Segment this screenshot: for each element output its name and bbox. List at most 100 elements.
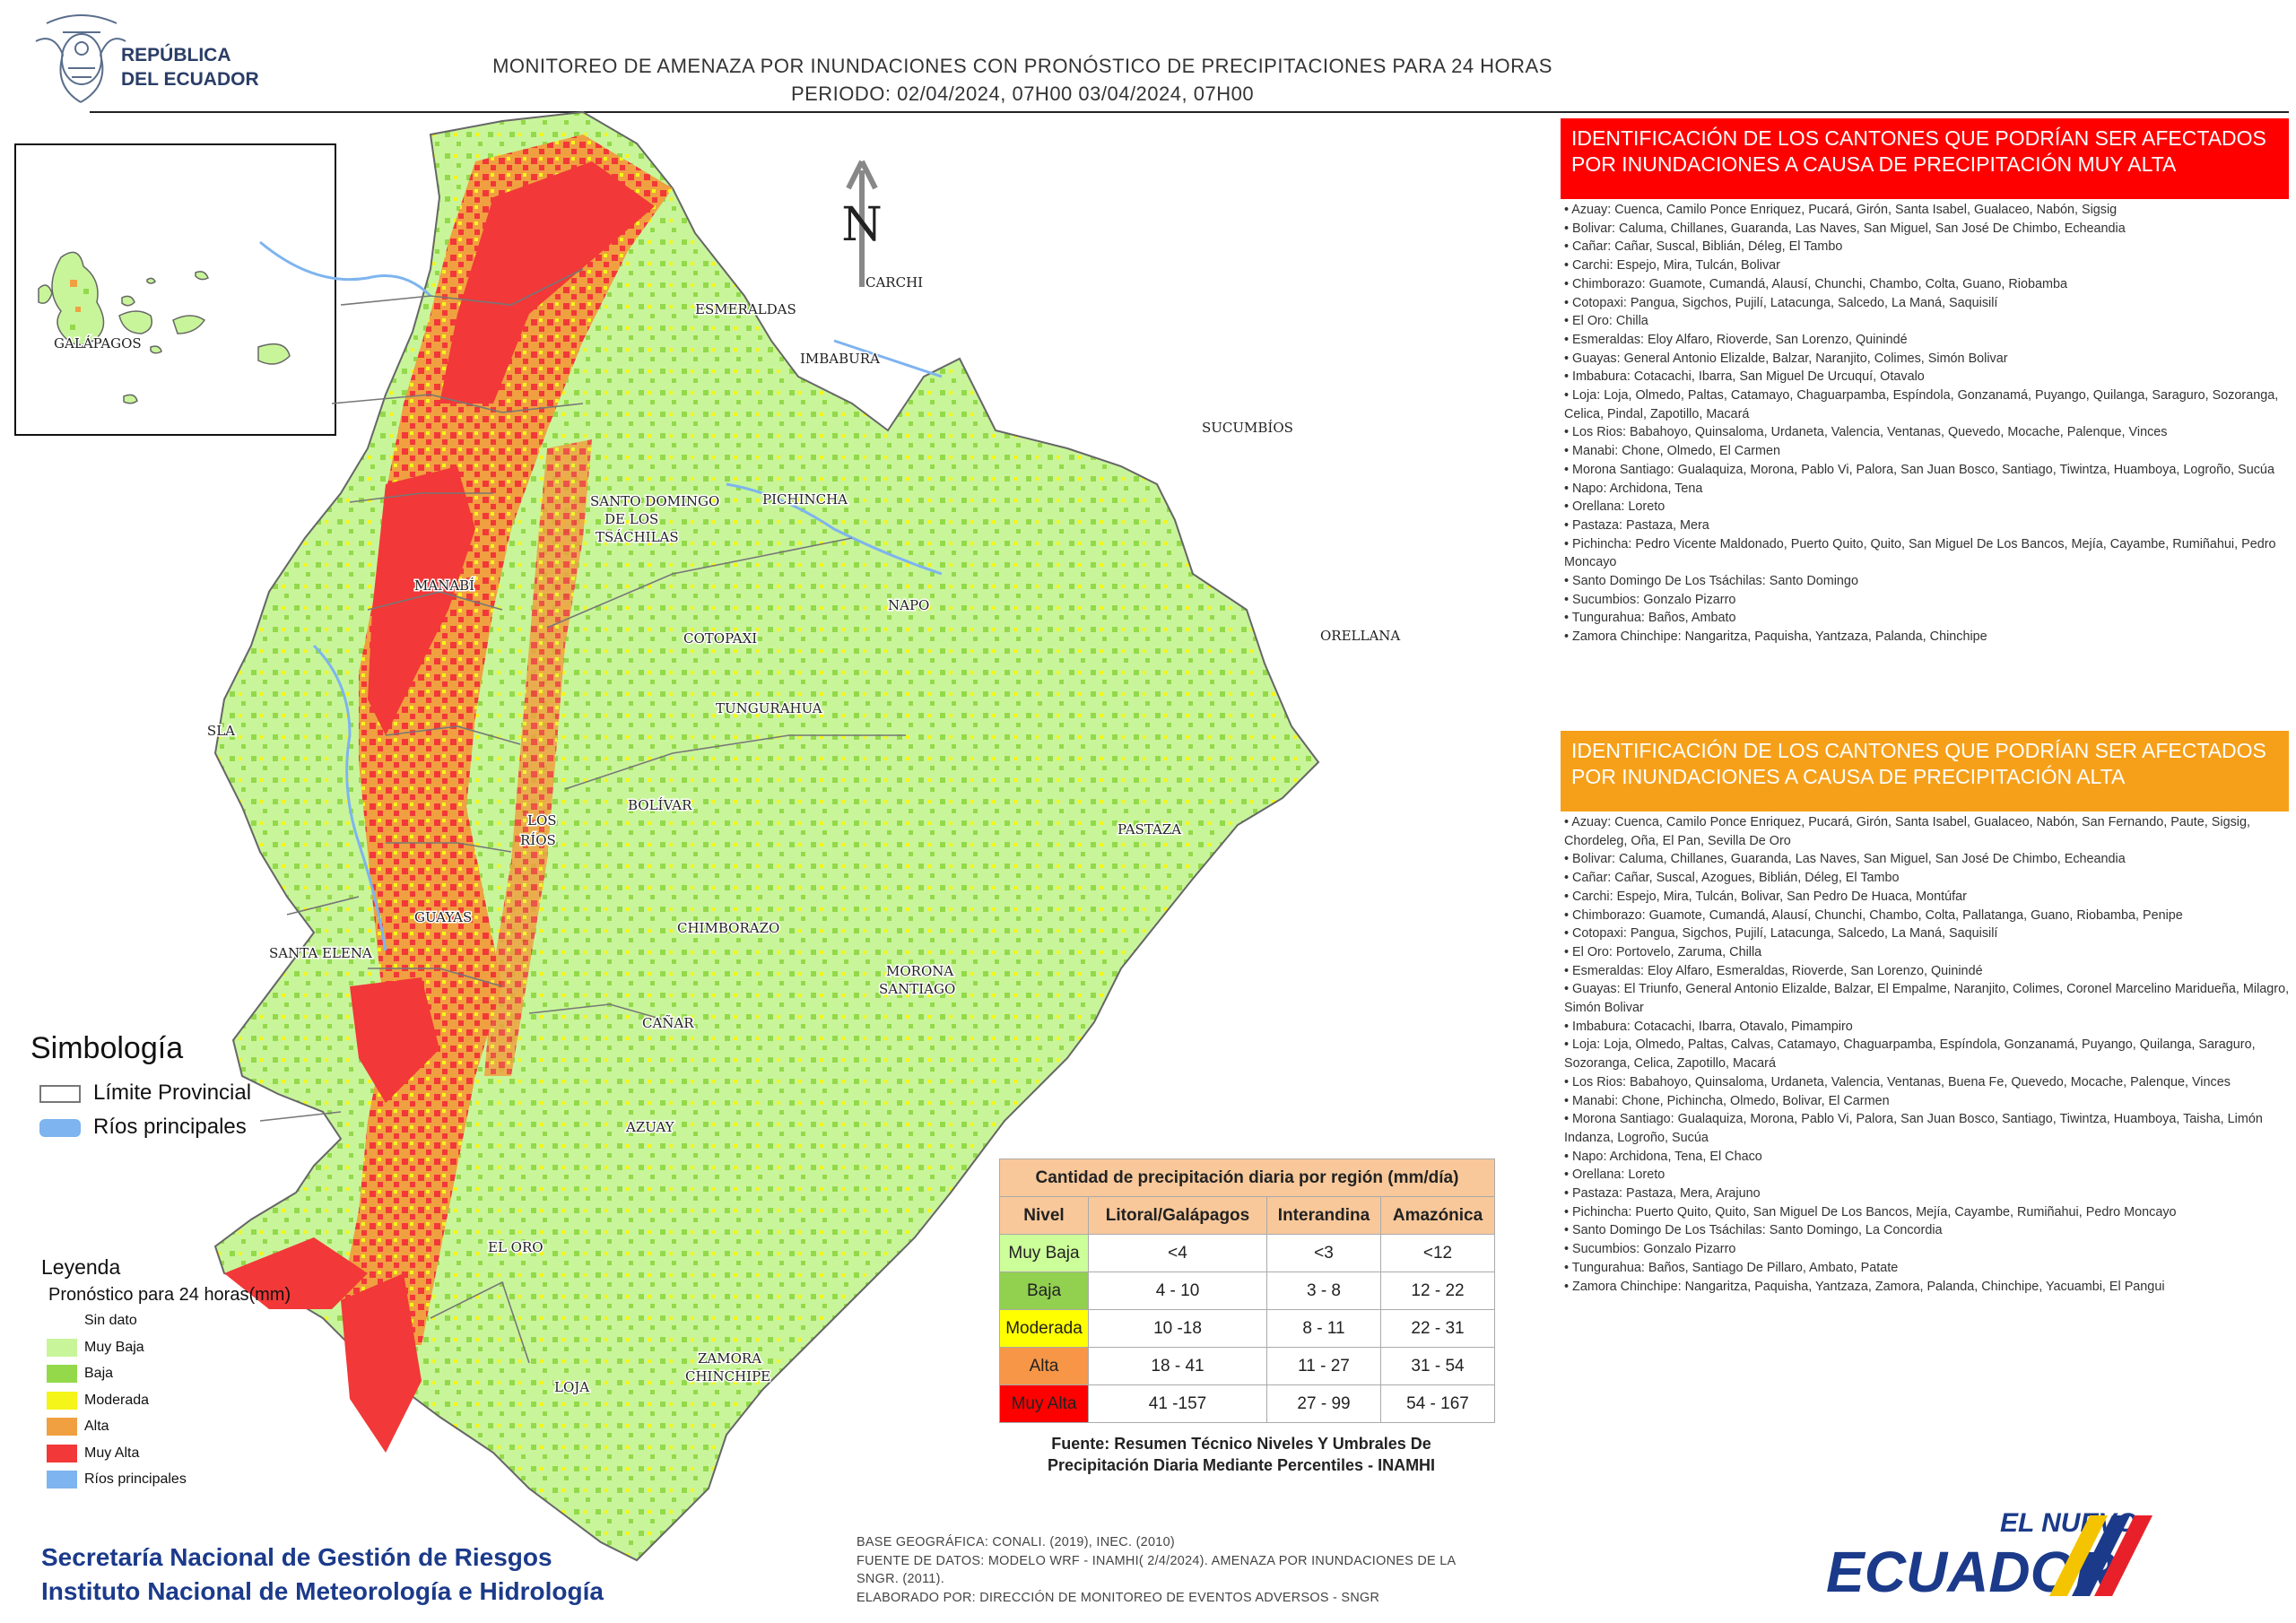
leyenda-item: Baja bbox=[47, 1365, 113, 1384]
canton-item: • Bolivar: Caluma, Chillanes, Guaranda, … bbox=[1564, 852, 2126, 867]
canton-item: • Tungurahua: Baños, Santiago De Pillaro… bbox=[1564, 1260, 1899, 1275]
label-cotopaxi: COTOPAXI bbox=[683, 630, 757, 647]
label-zamora: ZAMORA bbox=[698, 1350, 761, 1367]
leyenda-label: Muy Baja bbox=[84, 1339, 144, 1355]
map-title: MONITOREO DE AMENAZA POR INUNDACIONES CO… bbox=[492, 55, 1552, 77]
canton-item: • Sucumbios: Gonzalo Pizarro bbox=[1564, 1242, 1736, 1257]
canton-item: • Napo: Archidona, Tena, El Chaco bbox=[1564, 1149, 1762, 1164]
leyenda-label: Sin dato bbox=[84, 1313, 137, 1329]
canton-item: • Imbabura: Cotacachi, Ibarra, San Migue… bbox=[1564, 369, 1925, 385]
label-pastaza: PASTAZA bbox=[1118, 821, 1181, 838]
label-santo-domingo-1: SANTO DOMINGO bbox=[590, 493, 719, 509]
muy-alta-core-south bbox=[350, 977, 439, 1103]
galapagos-label: GALÁPAGOS bbox=[54, 335, 142, 352]
main-rivers bbox=[259, 240, 943, 951]
leyenda-item: Moderada bbox=[47, 1391, 149, 1411]
canton-item: • Pichincha: Pedro Vicente Maldonado, Pu… bbox=[1564, 536, 2276, 570]
label-orellana: ORELLANA bbox=[1320, 628, 1400, 644]
table-cell-value: 41 -157 bbox=[1088, 1384, 1267, 1423]
canton-item: • Santo Domingo De Los Tsáchilas: Santo … bbox=[1564, 1223, 1943, 1238]
leyenda-swatch bbox=[47, 1338, 77, 1357]
muy-alta-core-north bbox=[439, 161, 655, 404]
canton-item: • Carchi: Espejo, Mira, Tulcán, Bolivar,… bbox=[1564, 889, 1967, 904]
north-label: N bbox=[841, 198, 883, 252]
label-santo-domingo-2: DE LOS bbox=[604, 511, 658, 527]
muy-alta-panel-header: IDENTIFICACIÓN DE LOS CANTONES QUE PODRÍ… bbox=[1561, 118, 2289, 199]
label-rios-2: RÍOS bbox=[520, 832, 556, 848]
precipitation-thresholds-table: Cantidad de precipitación diaria por reg… bbox=[999, 1159, 1495, 1423]
label-santa-elena: SANTA ELENA bbox=[269, 945, 372, 961]
table-title: Cantidad de precipitación diaria por reg… bbox=[999, 1159, 1495, 1197]
canton-item: • Santo Domingo De Los Tsáchilas: Santo … bbox=[1564, 574, 1858, 589]
leyenda-item: Ríos principales bbox=[47, 1471, 187, 1490]
province-labels: ESMERALDAS CARCHI IMBABURA SUCUMBÍOS SAN… bbox=[206, 273, 1402, 1397]
canton-item: • Manabi: Chone, Olmedo, El Carmen bbox=[1564, 444, 1780, 459]
canton-item: • Zamora Chinchipe: Nangaritza, Paquisha… bbox=[1564, 629, 1987, 645]
logo-line-1: REPÚBLICA bbox=[121, 45, 231, 65]
table-cell-value: 18 - 41 bbox=[1088, 1347, 1267, 1385]
republica-del-ecuador-text: REPÚBLICA DEL ECUADOR bbox=[121, 43, 259, 91]
canton-item: • Orellana: Loreto bbox=[1564, 1167, 1665, 1183]
canton-item: • Orellana: Loreto bbox=[1564, 499, 1665, 515]
alta-cantones-list: • Azuay: Cuenca, Camilo Ponce Enriquez, … bbox=[1564, 813, 2292, 1296]
canton-item: • Napo: Archidona, Tena bbox=[1564, 481, 1703, 496]
canton-item: • Esmeraldas: Eloy Alfaro, Esmeraldas, R… bbox=[1564, 963, 1983, 978]
leyenda-swatch bbox=[47, 1312, 77, 1330]
canton-item: • Cañar: Cañar, Suscal, Biblián, Déleg, … bbox=[1564, 239, 1843, 255]
table-body: Muy Baja <4 <3 <12 Baja 4 - 10 3 - 8 12 - 22 Mod… bbox=[999, 1234, 1495, 1423]
header-divider bbox=[90, 111, 2289, 113]
table-row: Baja 4 - 10 3 - 8 12 - 22 bbox=[999, 1271, 1495, 1310]
table-row: Muy Baja <4 <3 <12 bbox=[999, 1234, 1495, 1272]
muy-alta-loja bbox=[224, 1237, 368, 1309]
limite-provincial-swatch bbox=[39, 1084, 81, 1103]
table-cell-value: 54 - 167 bbox=[1380, 1384, 1495, 1423]
table-row: Muy Alta 41 -157 27 - 99 54 - 167 bbox=[999, 1384, 1495, 1423]
canton-item: • Los Rios: Babahoyo, Quinsaloma, Urdane… bbox=[1564, 1074, 2231, 1089]
provincial-boundaries bbox=[259, 268, 906, 1364]
source-line-author: ELABORADO POR: DIRECCIÓN DE MONITOREO DE… bbox=[857, 1590, 1380, 1605]
muy-alta-core-central bbox=[368, 466, 475, 735]
label-santo-domingo-3: TSÁCHILAS bbox=[596, 529, 679, 545]
leyenda-title: Leyenda bbox=[41, 1255, 121, 1279]
table-cell-nivel: Moderada bbox=[999, 1309, 1089, 1348]
table-header-interandina: Interandina bbox=[1266, 1196, 1381, 1235]
leyenda-label: Muy Alta bbox=[84, 1445, 140, 1461]
label-azuay: AZUAY bbox=[625, 1119, 675, 1135]
label-bolivar: BOLÍVAR bbox=[628, 797, 692, 813]
logo-line-2: DEL ECUADOR bbox=[121, 69, 259, 90]
simbologia-label: Límite Provincial bbox=[93, 1081, 252, 1105]
canton-item: • Cotopaxi: Pangua, Sigchos, Pujilí, Lat… bbox=[1564, 295, 1998, 310]
table-cell-nivel: Muy Alta bbox=[999, 1384, 1089, 1423]
canton-item: • Loja: Loja, Olmedo, Paltas, Calvas, Ca… bbox=[1564, 1037, 2256, 1072]
org-sngr: Secretaría Nacional de Gestión de Riesgo… bbox=[41, 1543, 552, 1571]
table-cell-value: 12 - 22 bbox=[1380, 1271, 1495, 1310]
muy-alta-cantones-list: • Azuay: Cuenca, Camilo Ponce Enriquez, … bbox=[1564, 201, 2292, 647]
org-inamhi: Instituto Nacional de Meteorología e Hid… bbox=[41, 1577, 604, 1605]
canton-item: • Sucumbios: Gonzalo Pizarro bbox=[1564, 592, 1736, 607]
leyenda-subtitle: Pronóstico para 24 horas(mm) bbox=[48, 1285, 291, 1305]
canton-item: • Zamora Chinchipe: Nangaritza, Paquisha… bbox=[1564, 1279, 2165, 1294]
label-manabi: MANABÍ bbox=[414, 577, 474, 594]
canton-item: • Pastaza: Pastaza, Mera, Arajuno bbox=[1564, 1186, 1761, 1202]
label-carchi: CARCHI bbox=[865, 274, 923, 291]
label-napo: NAPO bbox=[888, 597, 929, 613]
galapagos-islands-graphic: GALÁPAGOS bbox=[38, 251, 291, 404]
leyenda-item: Muy Alta bbox=[47, 1444, 140, 1464]
leyenda-swatch bbox=[47, 1365, 77, 1383]
table-header-nivel: Nivel bbox=[999, 1196, 1089, 1235]
table-source-note: Fuente: Resumen Técnico Niveles Y Umbral… bbox=[1047, 1435, 1436, 1474]
canton-item: • Chimborazo: Guamote, Cumandá, Alausí, … bbox=[1564, 907, 2183, 923]
canton-item: • Carchi: Espejo, Mira, Tulcán, Bolivar bbox=[1564, 258, 1780, 273]
label-esmeraldas: ESMERALDAS bbox=[695, 301, 796, 317]
canton-item: • Imbabura: Cotacachi, Ibarra, Otavalo, … bbox=[1564, 1019, 1853, 1034]
leyenda-item: Sin dato bbox=[47, 1312, 137, 1332]
label-tungurahua: TUNGURAHUA bbox=[716, 700, 822, 716]
table-cell-nivel: Alta bbox=[999, 1347, 1089, 1385]
simbologia-title: Simbología bbox=[30, 1031, 184, 1065]
canton-item: • Esmeraldas: Eloy Alfaro, Rioverde, San… bbox=[1564, 332, 1908, 347]
table-cell-value: 8 - 11 bbox=[1266, 1309, 1381, 1348]
simbologia-label: Ríos principales bbox=[93, 1115, 247, 1139]
leyenda-swatch bbox=[47, 1444, 77, 1462]
canton-item: • Cañar: Cañar, Suscal, Azogues, Biblián… bbox=[1564, 871, 1900, 886]
canton-item: • Azuay: Cuenca, Camilo Ponce Enriquez, … bbox=[1564, 815, 2250, 848]
